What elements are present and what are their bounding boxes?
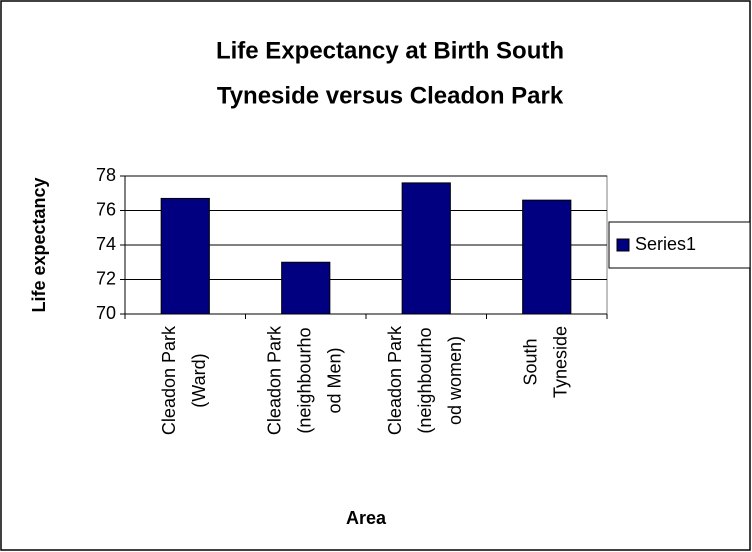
x-tick-label: Tyneside <box>551 326 571 398</box>
x-tick-label: (Ward) <box>189 353 209 407</box>
y-axis-title: Life expectancy <box>29 177 49 312</box>
bar <box>522 199 572 315</box>
x-tick-label: od women) <box>445 336 465 425</box>
bar <box>160 197 210 315</box>
x-tick-label: (neighbourho <box>295 327 315 433</box>
x-tick-label: South <box>521 339 541 386</box>
chart-title: Tyneside versus Cleadon Park <box>217 82 564 109</box>
x-tick-label: Cleadon Park <box>159 325 179 435</box>
chart-title: Life Expectancy at Birth South <box>216 37 564 64</box>
x-tick-label: (neighbourho <box>415 327 435 433</box>
legend-box <box>608 221 751 269</box>
legend-swatch <box>616 238 630 252</box>
x-tick-label: Cleadon Park <box>265 325 285 435</box>
y-tick-label: 78 <box>96 165 116 185</box>
x-axis-title: Area <box>346 508 387 528</box>
y-tick-label: 70 <box>96 303 116 323</box>
y-tick-label: 74 <box>96 234 116 254</box>
legend-label: Series1 <box>635 234 696 254</box>
bar <box>281 261 331 315</box>
bar <box>401 182 451 315</box>
x-tick-label: Cleadon Park <box>385 325 405 435</box>
y-tick-label: 76 <box>96 199 116 219</box>
x-tick-label: od Men) <box>325 348 345 414</box>
y-tick-label: 72 <box>96 268 116 288</box>
